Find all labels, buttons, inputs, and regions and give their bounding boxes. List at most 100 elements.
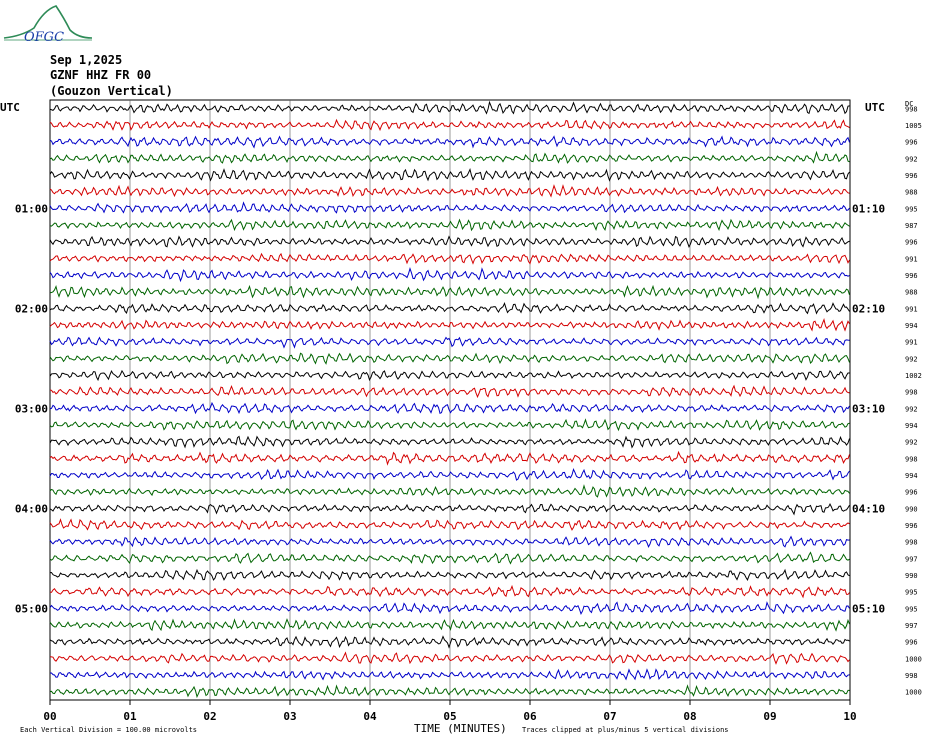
x-tick-label: 09 [763, 710, 776, 723]
trace-line [49, 201, 850, 214]
dc-offset-value: 994 [905, 472, 918, 480]
dc-offset-value: 991 [905, 305, 918, 313]
left-time-label: 01:00 [15, 202, 48, 215]
trace-line [49, 668, 850, 681]
trace-line [49, 267, 850, 283]
station-code: GZNF HHZ FR 00 [50, 68, 152, 82]
trace-line [49, 336, 850, 349]
right-time-labels: 01:10 02:10 03:10 04:10 05:10 [852, 202, 885, 615]
x-axis-ticks: 00 01 02 03 04 05 06 07 08 09 10 [43, 700, 857, 723]
trace-line [49, 684, 850, 699]
x-tick-label: 08 [683, 710, 696, 723]
trace-line [49, 635, 850, 649]
ofgc-logo: OFGC [3, 5, 93, 45]
left-time-label: 05:00 [15, 602, 48, 615]
x-tick-label: 04 [363, 710, 377, 723]
trace-line [49, 118, 850, 132]
x-tick-label: 00 [43, 710, 56, 723]
trace-line [49, 352, 850, 365]
trace-line [49, 618, 850, 632]
right-time-label: 02:10 [852, 302, 885, 315]
dc-offset-value: 998 [905, 389, 918, 397]
trace-line [49, 518, 850, 531]
station-location: (Gouzon Vertical) [50, 84, 173, 98]
record-date: Sep 1,2025 [50, 53, 123, 67]
left-time-label: 03:00 [15, 402, 48, 415]
trace-line [49, 252, 850, 265]
dc-offset-value: 992 [905, 439, 918, 447]
dc-offset-value: 998 [905, 455, 918, 463]
left-time-label: 02:00 [15, 302, 48, 315]
trace-line [49, 551, 850, 565]
trace-line [49, 135, 850, 149]
footer-clip-note: Traces clipped at plus/minus 5 vertical … [522, 726, 729, 734]
dc-offset-value: 992 [905, 405, 918, 413]
right-time-label: 03:10 [852, 402, 885, 415]
vertical-gridlines [129, 100, 771, 700]
dc-offset-value: 995 [905, 605, 918, 613]
dc-offset-value: 1005 [905, 122, 922, 130]
footer-scale-note: Each Vertical Division = 100.00 microvol… [20, 726, 197, 734]
trace-line [49, 318, 850, 332]
dc-offset-value: 996 [905, 272, 918, 280]
logo-text: OFGC [24, 30, 64, 45]
trace-line [49, 384, 850, 399]
dc-offset-value: 998 [905, 105, 918, 113]
dc-label: DC [905, 100, 913, 108]
dc-offset-value: 996 [905, 139, 918, 147]
trace-line [49, 568, 850, 581]
trace-line [49, 651, 850, 665]
dc-offset-value: 992 [905, 355, 918, 363]
trace-line [49, 100, 850, 115]
trace-line [49, 502, 850, 516]
dc-offset-value: 1002 [905, 372, 922, 380]
dc-offset-value: 996 [905, 489, 918, 497]
trace-line [49, 435, 850, 449]
utc-right-label: UTC [865, 101, 885, 114]
dc-offset-value: 998 [905, 672, 918, 680]
dc-offset-value: 995 [905, 589, 918, 597]
x-axis-title: TIME (MINUTES) [414, 722, 507, 735]
trace-line [49, 302, 850, 315]
dc-offset-value: 996 [905, 239, 918, 247]
dc-offset-value: 997 [905, 622, 918, 630]
dc-offset-value: 996 [905, 639, 918, 647]
x-tick-label: 06 [523, 710, 537, 723]
dc-offset-value: 996 [905, 522, 918, 530]
trace-line [49, 235, 850, 249]
trace-line [49, 167, 850, 182]
dc-offset-value: 988 [905, 189, 918, 197]
dc-offset-value: 998 [905, 539, 918, 547]
dc-offset-value: 990 [905, 505, 918, 513]
trace-line [49, 284, 850, 300]
utc-left-label: UTC [0, 101, 20, 114]
dc-offset-value: 988 [905, 289, 918, 297]
dc-offset-value: 994 [905, 322, 918, 330]
trace-line [49, 468, 850, 481]
trace-line [49, 535, 850, 548]
trace-line [49, 184, 850, 198]
trace-line [49, 418, 850, 432]
left-time-label: 04:00 [15, 502, 48, 515]
dc-offset-value: 994 [905, 422, 918, 430]
dc-offset-value: 1000 [905, 655, 922, 663]
trace-line [49, 369, 850, 382]
dc-offset-value: 997 [905, 555, 918, 563]
dc-offset-value: 992 [905, 155, 918, 163]
x-tick-label: 07 [603, 710, 616, 723]
left-time-labels: 01:00 02:00 03:00 04:00 05:00 [15, 202, 48, 615]
x-tick-label: 01 [123, 710, 137, 723]
trace-line [49, 584, 850, 599]
trace-line [49, 450, 850, 466]
right-time-label: 04:10 [852, 502, 885, 515]
dc-offset-value: 995 [905, 205, 918, 213]
dc-offset-value: 990 [905, 572, 918, 580]
x-tick-label: 10 [843, 710, 856, 723]
dc-offset-value: 991 [905, 255, 918, 263]
trace-line [49, 401, 850, 415]
dc-offset-value: 1000 [905, 689, 922, 697]
seismic-traces [49, 100, 850, 699]
right-time-label: 01:10 [852, 202, 885, 215]
dc-offset-value: 987 [905, 222, 918, 230]
dc-offset-value: 991 [905, 339, 918, 347]
